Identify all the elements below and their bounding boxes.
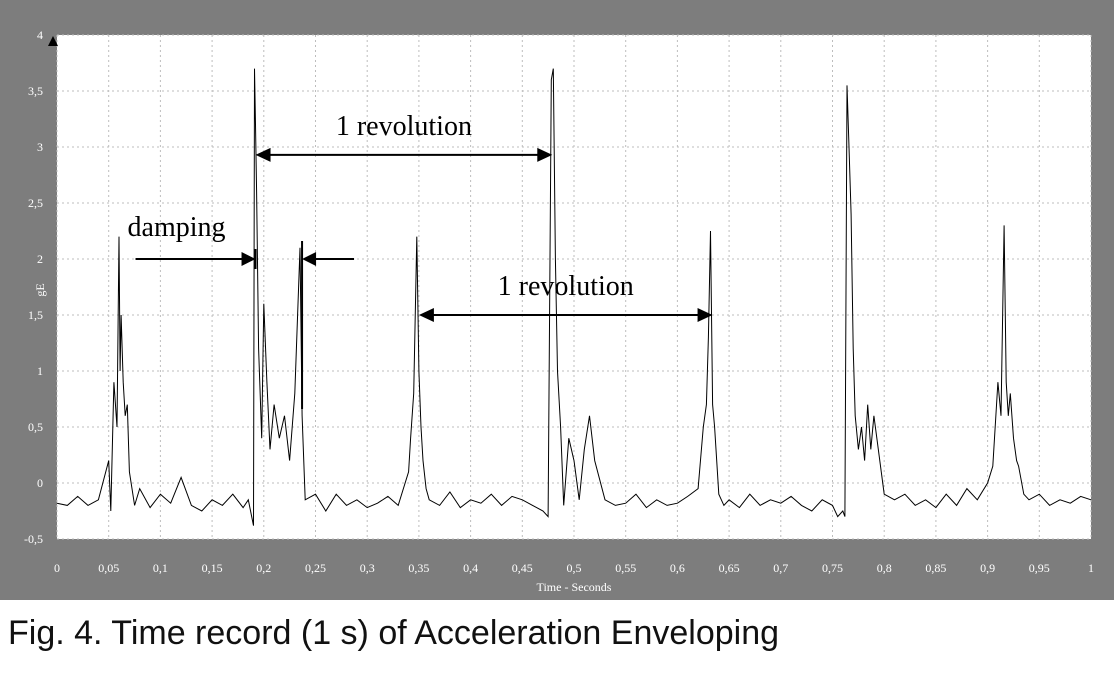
chart: -0,5 0 0,5 1 1,5 2 2,5 3 3,5 4 0 0,05 0,1 0,15 0,2 0,2… <box>0 0 1114 600</box>
y-tick-label: 1 <box>37 364 43 378</box>
annotation-label: 1 revolution <box>336 111 472 142</box>
x-tick-label: 0,15 <box>202 561 223 575</box>
y-tick-label: 3 <box>37 140 43 154</box>
x-tick-label: 0,05 <box>98 561 119 575</box>
x-tick-labels: 0 0,05 0,1 0,15 0,2 0,25 0,3 0,35 0,4 0,45 0,5 0,55… <box>54 561 1094 575</box>
figure-caption: Fig. 4. Time record (1 s) of Acceleratio… <box>8 614 780 652</box>
x-tick-label: 0,25 <box>305 561 326 575</box>
annotation-arrow <box>255 147 553 162</box>
x-tick-label: 0 <box>54 561 60 575</box>
x-tick-label: 0,1 <box>153 561 168 575</box>
x-tick-label: 0,4 <box>463 561 478 575</box>
annotation-label: 1 revolution <box>498 271 634 302</box>
y-tick-label: 4 <box>37 28 43 42</box>
x-tick-label: 0,75 <box>822 561 843 575</box>
x-tick-label: 0,9 <box>980 561 995 575</box>
annotation-arrow <box>418 308 713 322</box>
x-tick-label: 0,2 <box>256 561 271 575</box>
x-tick-label: 0,65 <box>719 561 740 575</box>
series-line <box>56 68 1092 526</box>
y-tick-label: 3,5 <box>28 84 43 98</box>
y-tick-label: -0,5 <box>24 532 43 546</box>
x-tick-label: 0,35 <box>408 561 429 575</box>
x-tick-label: 0,45 <box>512 561 533 575</box>
grid <box>56 34 1092 540</box>
x-tick-label: 0,8 <box>877 561 892 575</box>
x-tick-label: 0,7 <box>773 561 788 575</box>
x-axis-label: Time - Seconds <box>537 580 612 594</box>
x-tick-label: 0,6 <box>670 561 685 575</box>
y-axis-label: gE <box>33 283 47 296</box>
y-tick-label: 0 <box>37 476 43 490</box>
y-tick-label: 2,5 <box>28 196 43 210</box>
x-tick-label: 1 <box>1088 561 1094 575</box>
y-tick-labels: -0,5 0 0,5 1 1,5 2 2,5 3 3,5 4 <box>24 28 43 546</box>
x-tick-label: 0,85 <box>925 561 946 575</box>
y-axis-arrow <box>48 36 58 46</box>
annotations: 1 revolution 1 revolution damping <box>128 111 713 409</box>
annotation-label: damping <box>128 212 226 243</box>
y-tick-label: 2 <box>37 252 43 266</box>
x-tick-label: 0,95 <box>1029 561 1050 575</box>
x-tick-label: 0,55 <box>615 561 636 575</box>
x-tick-label: 0,3 <box>360 561 375 575</box>
annotation-arrow <box>135 241 355 409</box>
x-tick-label: 0,5 <box>567 561 582 575</box>
y-tick-label: 1,5 <box>28 308 43 322</box>
y-tick-label: 0,5 <box>28 420 43 434</box>
